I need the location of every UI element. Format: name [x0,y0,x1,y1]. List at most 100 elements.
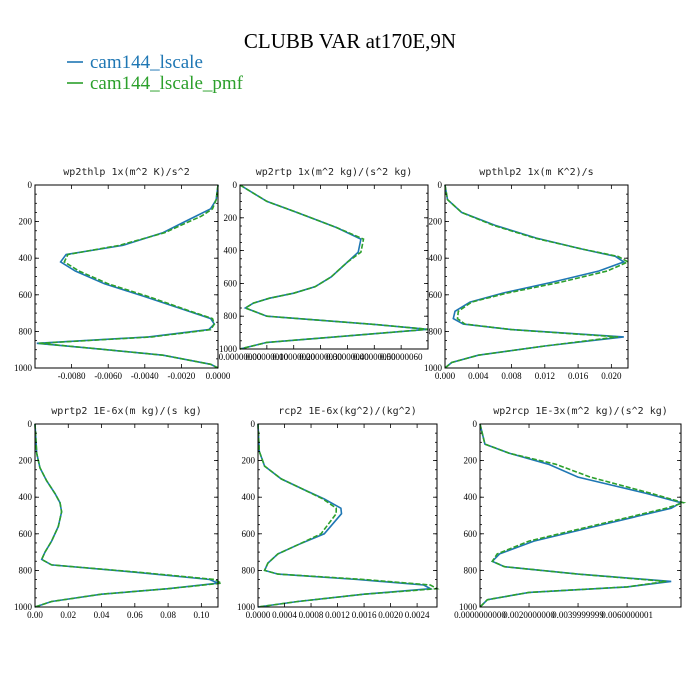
plot-frame [239,184,429,350]
y-tick-label: 800 [242,565,256,575]
y-tick-label: 1000 [219,344,238,354]
x-tick-label: 0.08 [160,610,176,620]
y-tick-label: 600 [19,290,33,300]
y-tick-label: 400 [429,253,443,263]
x-tick-label: -0.0020 [168,371,196,381]
panel-title: wp2rcp 1E-3x(m^2 kg)/(s^2 kg) [493,406,668,417]
page-title: CLUBB VAR at170E,9N [244,29,456,53]
legend: cam144_lscale cam144_lscale_pmf [67,52,244,94]
series-line-cam144-lscale-pmf [444,184,630,369]
y-tick-label: 1000 [424,363,443,373]
x-tick-label: 0.0024 [405,610,430,620]
y-tick-label: 0 [28,419,33,429]
panel-2: wp2rtp 1x(m^2 kg)/(s^2 kg) 0 200 400 600 800 1… [219,167,429,362]
x-tick-label: 0.0000 [206,371,231,381]
x-tick-label: -0.0080 [58,371,86,381]
series-line-cam144-lscale-pmf [38,184,219,369]
series-line-cam144-lscale-pmf [34,423,224,608]
series-line-cam144-lscale [444,184,626,369]
x-tick-label: 0.06 [127,610,143,620]
y-tick-label: 1000 [237,602,256,612]
x-tick-label: 0.00000060 [380,352,423,362]
y-tick-label: 1000 [14,602,33,612]
y-tick-label: 200 [429,217,443,227]
x-tick-label: 0.04 [94,610,110,620]
y-tick-label: 0 [251,419,256,429]
y-tick-label: 800 [464,565,478,575]
legend-label-cam144-lscale: cam144_lscale [90,52,203,73]
x-tick-label: 0.000 [435,371,456,381]
panel-title: rcp2 1E-6x(kg^2)/(kg^2) [278,406,416,417]
panel-6: wp2rcp 1E-3x(m^2 kg)/(s^2 kg) 0 200 400 600 8… [454,406,687,620]
x-tick-label: 0.00000050 [353,352,396,362]
y-tick-label: 800 [224,311,238,321]
x-tick-label: 0.00000030 [299,352,342,362]
x-tick-label: 0.00000020 [272,352,315,362]
panel-title: wp2rtp 1x(m^2 kg)/(s^2 kg) [256,167,413,178]
y-tick-label: 200 [224,213,238,223]
panel-5: rcp2 1E-6x(kg^2)/(kg^2) 0 200 400 600 800 1000… [237,406,440,620]
x-tick-label: 0.004 [468,371,489,381]
y-tick-label: 400 [242,492,256,502]
y-tick-label: 600 [464,529,478,539]
x-tick-label: 0.0020 [378,610,403,620]
x-tick-label: 0.0000000000 [454,610,506,620]
plot-frame [34,184,219,369]
x-tick-label: 0.00000040 [326,352,369,362]
series-line-cam144-lscale [36,184,219,369]
x-tick-label: 0.0020000000 [503,610,555,620]
x-tick-label: 0.10 [193,610,209,620]
x-tick-label: 0.0000 [246,610,271,620]
y-tick-label: 200 [242,456,256,466]
y-tick-label: 0 [233,180,238,190]
x-tick-label: 0.00 [27,610,43,620]
y-tick-label: 800 [19,326,33,336]
x-tick-label: 0.0016 [352,610,377,620]
series-line-cam144-lscale [34,423,222,608]
x-tick-label: 0.02 [60,610,76,620]
series-line-cam144-lscale [257,423,434,608]
x-tick-label: 0.0012 [325,610,350,620]
x-tick-label: 0.0008 [299,610,324,620]
y-tick-label: 0 [473,419,478,429]
panel-grid: wp2thlp 1x(m^2 K)/s^2 0 200 400 600 800 1000 -0… [14,167,687,620]
panel-title: wpthlp2 1x(m K^2)/s [479,167,593,178]
y-tick-label: 400 [19,253,33,263]
panel-title: wp2thlp 1x(m^2 K)/s^2 [63,167,189,178]
x-tick-label: 0.008 [501,371,522,381]
plot-frame [34,423,219,608]
y-tick-label: 0 [438,180,443,190]
y-tick-label: 1000 [14,363,33,373]
y-tick-label: 1000 [459,602,478,612]
y-tick-label: 200 [19,456,33,466]
legend-label-cam144-lscale-pmf: cam144_lscale_pmf [90,73,244,94]
panel-3: wpthlp2 1x(m K^2)/s020040060080010000.00… [424,167,630,381]
x-tick-label: 0.020 [601,371,622,381]
x-tick-label: 0.016 [568,371,589,381]
y-tick-label: 600 [429,290,443,300]
series-line-cam144-lscale [239,184,429,350]
panel-1: wp2thlp 1x(m^2 K)/s^2 0 200 400 600 800 1000 -0… [14,167,231,381]
x-tick-label: 0.00000000 [219,352,262,362]
y-tick-label: 800 [429,326,443,336]
x-tick-label: 0.0060000001 [601,610,653,620]
panel-title: wprtp2 1E-6x(m kg)/(s kg) [51,406,202,417]
y-tick-label: 0 [28,180,33,190]
x-tick-label: 0.012 [535,371,555,381]
y-tick-label: 400 [19,492,33,502]
panel-4: wprtp2 1E-6x(m kg)/(s kg) 0 200 400 600 800 10… [14,406,224,620]
y-tick-label: 400 [224,246,238,256]
y-tick-label: 600 [224,278,238,288]
series-line-cam144-lscale-pmf [257,423,440,608]
series-line-cam144-lscale-pmf [239,184,429,350]
x-tick-label: -0.0040 [131,371,159,381]
plot-frame [444,184,629,369]
x-tick-label: 0.00000010 [245,352,288,362]
series-line-cam144-lscale-pmf [479,423,687,608]
y-tick-label: 400 [464,492,478,502]
y-tick-label: 200 [464,456,478,466]
y-tick-label: 600 [242,529,256,539]
x-tick-label: -0.0060 [94,371,122,381]
y-tick-label: 600 [19,529,33,539]
